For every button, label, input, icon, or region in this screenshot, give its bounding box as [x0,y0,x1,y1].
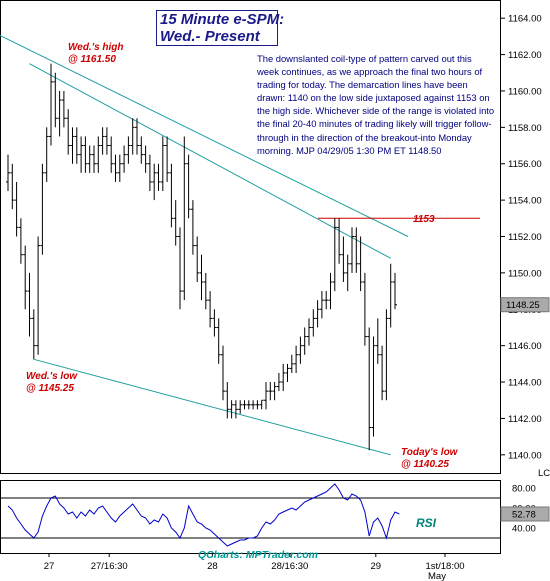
price-y-tick-label: 1144.00 [508,378,542,389]
commentary-text: The downslanted coil-type of pattern car… [257,53,495,156]
rsi-y-tick-label: 80.00 [512,484,536,495]
today-low-value: @ 1140.25 [401,459,449,470]
trendline-lower [33,358,391,456]
wed-high-label: Wed.'s high [68,42,124,53]
rsi-label: RSI [416,516,437,530]
x-tick-label: 1st/18:00 [425,561,464,572]
x-tick-label: 28 [207,561,218,572]
wed-high-annotation: Wed.'s high @ 1161.50 [68,42,124,66]
wed-low-annotation: Wed.'s low @ 1145.25 [26,371,77,395]
rsi-line [7,483,400,547]
x-tick-label: 27 [44,561,55,572]
wed-low-value: @ 1145.25 [26,383,74,394]
x-tick-label: 29 [371,561,382,572]
x-tick-label: 28/16:30 [271,561,308,572]
chart-title-line-1: 15 Minute e-SPM: [160,11,285,28]
chart-title-box: 15 Minute e-SPM: Wed.- Present [156,10,285,46]
x-tick-label: 27/16:30 [91,561,128,572]
last-price-label: 1148.25 [506,300,540,311]
rsi-y-tick-label: 40.00 [512,524,536,535]
price-y-tick-label: 1164.00 [508,14,542,25]
x-tick-sub-label: May [428,571,446,581]
rsi-last-value-box [500,506,550,522]
chart-title-line-2: Wed.- Present [160,28,260,45]
today-low-annotation: Today's low @ 1140.25 [401,447,457,471]
price-y-tick-label: 1152.00 [508,232,542,243]
price-axis-side-label: LC [538,468,550,479]
price-y-tick-label: 1140.00 [508,450,542,461]
wed-low-label: Wed.'s low [26,371,78,382]
price-y-tick-label: 1150.00 [508,268,542,279]
last-price-box [500,297,550,313]
wed-high-value: @ 1161.50 [68,54,116,65]
rsi-last-value-label: 52.78 [512,510,536,521]
trendline-upper-2 [29,63,391,259]
price-y-tick-label: 1162.00 [508,50,542,61]
price-y-tick-label: 1158.00 [508,123,542,134]
price-y-tick-label: 1156.00 [508,159,542,170]
resistance-label: 1153 [413,214,435,225]
today-low-label: Today's low [401,447,458,458]
trendline-upper-1 [0,34,409,237]
price-y-tick-label: 1154.00 [508,196,542,207]
chart-credit: QCharts: MPTrader.com [198,549,319,561]
price-y-tick-label: 1146.00 [508,341,542,352]
price-y-tick-label: 1160.00 [508,86,542,97]
price-y-tick-label: 1142.00 [508,414,542,425]
